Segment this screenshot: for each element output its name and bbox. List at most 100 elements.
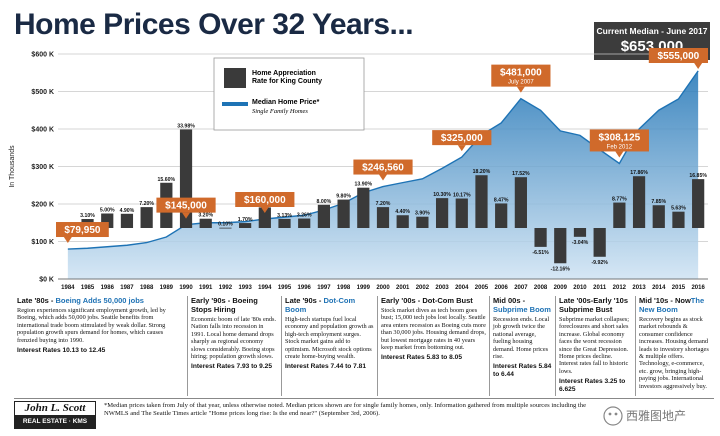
appreciation-bar xyxy=(672,211,685,228)
wechat-watermark: 西雅图地产 xyxy=(603,406,686,426)
price-callout: $555,000 xyxy=(648,48,708,69)
bar-data-label: 3.26% xyxy=(297,213,312,219)
watermark-icon xyxy=(603,406,623,426)
bar-data-label: 8.77% xyxy=(612,197,627,203)
x-tick-label: 1995 xyxy=(278,285,292,291)
era-panel-body: Region experiences significant employmen… xyxy=(17,307,166,344)
era-panel-highlight: Dot-Com Boom xyxy=(285,296,356,314)
era-panel-body: Recovery begins as stock market rebounds… xyxy=(639,316,709,390)
price-callout: $79,950 xyxy=(56,222,109,244)
legend-bar-line: Rate for King County xyxy=(252,78,322,85)
callout-value: $246,560 xyxy=(362,163,404,174)
appreciation-bar xyxy=(298,218,311,228)
callout-value: $325,000 xyxy=(441,133,483,144)
appreciation-bar xyxy=(278,218,291,228)
era-panel-title: Mid 00s - xyxy=(493,296,526,305)
bar-data-label: 17.52% xyxy=(512,171,530,177)
callout-value: $79,950 xyxy=(64,225,101,236)
x-tick-label: 1994 xyxy=(258,285,272,291)
bar-data-label: 18.20% xyxy=(473,169,491,175)
era-panel-rates: Interest Rates 7.44 to 7.81 xyxy=(285,363,366,371)
y-tick-label: $0 K xyxy=(39,277,54,284)
appreciation-bar xyxy=(554,228,567,264)
x-tick-label: 1992 xyxy=(219,285,233,291)
bar-data-label: 4.90% xyxy=(120,208,135,214)
appreciation-bar xyxy=(475,175,488,228)
bar-data-label: 7.20% xyxy=(376,201,391,207)
x-tick-label: 2015 xyxy=(672,285,686,291)
legend-area-sub: Single Family Homes xyxy=(252,108,308,115)
appreciation-bar xyxy=(396,215,409,228)
x-tick-label: 2016 xyxy=(691,285,705,291)
era-panel-title: Early '90s - Boeing Stops Hiring xyxy=(191,296,258,314)
era-panel-highlight: The New Boom xyxy=(639,296,705,314)
x-tick-label: 2007 xyxy=(514,285,528,291)
callout-pointer xyxy=(260,207,269,213)
bar-data-label: 17.86% xyxy=(630,170,648,176)
price-callout: $145,000 xyxy=(156,197,216,219)
y-tick-label: $200 K xyxy=(31,202,54,209)
logo-name: John L. Scott xyxy=(24,402,86,414)
era-panel-rates: Interest Rates 7.93 to 9.25 xyxy=(191,363,272,371)
era-panel-rates: Interest Rates 3.25 to 6.625 xyxy=(559,378,626,394)
current-median-label: Current Median - June 2017 xyxy=(596,26,708,36)
era-panel-body: Subprime market collapses; foreclosures … xyxy=(559,316,629,375)
x-tick-label: 1993 xyxy=(238,285,252,291)
home-price-chart: In Thousands $0 K $100 K $200 K $300 K $400 K… xyxy=(9,48,708,291)
callout-box xyxy=(353,159,413,175)
bar-data-label: 33.98% xyxy=(177,123,195,129)
bar-data-label: -6.51% xyxy=(532,250,549,256)
callout-value: $160,000 xyxy=(244,195,286,206)
bar-data-label: 13.90% xyxy=(354,182,372,188)
x-tick-label: 1985 xyxy=(81,285,95,291)
callout-box xyxy=(156,197,216,213)
bar-data-label: 8.47% xyxy=(494,197,509,203)
callout-pointer xyxy=(63,237,72,244)
callout-value: $308,125 xyxy=(599,132,641,143)
era-panel: Late '80s - Boeing Adds 50,000 jobs Regi… xyxy=(14,296,188,396)
appreciation-bar xyxy=(376,207,390,228)
x-tick-label: 1997 xyxy=(317,285,331,291)
x-tick-label: 1987 xyxy=(120,285,134,291)
legend-bar-swatch xyxy=(224,68,246,88)
callout-value: $555,000 xyxy=(658,51,700,62)
appreciation-bar xyxy=(573,228,587,237)
appreciation-bar xyxy=(435,198,449,228)
x-tick-label: 2006 xyxy=(495,285,509,291)
era-panel-title: Late '00s-Early '10s Subprime Bust xyxy=(559,296,629,314)
era-panel: Late '90s - Dot-Com Boom High-tech start… xyxy=(282,296,378,396)
appreciation-bar xyxy=(140,207,153,228)
price-callout: $325,000 xyxy=(432,130,492,152)
era-panel-title: Late '80s - xyxy=(17,296,56,305)
bar-data-label: 10.17% xyxy=(453,193,471,199)
callout-date: Feb 2012 xyxy=(607,144,633,150)
bar-data-label: 15.60% xyxy=(158,177,176,183)
y-tick-label: $500 K xyxy=(31,89,54,96)
john-l-scott-logo: John L. Scott REAL ESTATE · KMS xyxy=(14,401,96,429)
callout-date: July 2007 xyxy=(508,80,534,86)
median-price-area xyxy=(67,70,699,279)
callout-pointer xyxy=(615,151,624,158)
era-panel-title: Early '00s - Dot-Com Bust xyxy=(381,296,473,305)
appreciation-bar xyxy=(317,204,331,228)
bar-data-label: 3.20% xyxy=(198,213,213,219)
price-callout: $160,000 xyxy=(235,192,295,213)
x-tick-label: 2008 xyxy=(534,285,548,291)
bar-data-label: 4.40% xyxy=(395,209,410,215)
y-tick-label: $600 K xyxy=(31,52,54,59)
y-tick-label: $300 K xyxy=(31,164,54,171)
era-panel: Early '00s - Dot-Com Bust Stock market d… xyxy=(378,296,490,396)
appreciation-bar xyxy=(692,179,705,228)
appreciation-bar xyxy=(337,199,350,228)
appreciation-bar xyxy=(199,218,212,228)
appreciation-bar xyxy=(495,203,508,228)
chart-legend: Home Appreciation Rate for King County Med… xyxy=(213,57,365,131)
x-tick-label: 2013 xyxy=(632,285,646,291)
bar-data-label: 8.00% xyxy=(317,199,332,205)
x-tick-label: 1986 xyxy=(101,285,115,291)
legend-area-label: Median Home Price* xyxy=(252,99,320,106)
bar-data-label: 7.85% xyxy=(651,199,666,205)
era-panel-highlight: Boeing Adds 50,000 jobs xyxy=(55,296,144,305)
